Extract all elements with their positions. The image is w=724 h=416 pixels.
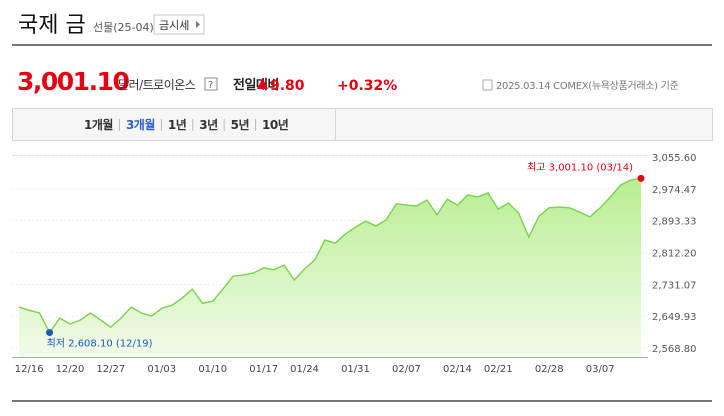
low-marker — [46, 329, 54, 337]
x-tick-label: 01/03 — [147, 364, 176, 375]
period-tab[interactable]: 3개월 — [126, 117, 156, 132]
tabs: 1개월 3개월 1년 3년 5년 10년 — [84, 117, 289, 132]
subtitle: 선물(25-04) — [93, 21, 154, 34]
gold-price-button[interactable]: 금시세 — [153, 14, 205, 35]
chart: 3,055.60 2,974.47 2,893.33 2,812.20 2,731.07… — [12, 153, 697, 375]
button-arrow — [196, 21, 200, 28]
x-tick-label: 02/21 — [484, 364, 513, 375]
period-tab[interactable]: 5년 — [231, 118, 250, 132]
price: 3,001.10 — [17, 67, 129, 96]
x-tick-label: 12/16 — [15, 364, 44, 375]
period-tab[interactable]: 1개월 — [84, 117, 114, 132]
help-box[interactable] — [204, 77, 218, 91]
y-tick-label: 3,055.60 — [652, 153, 697, 164]
x-tick-label: 01/31 — [341, 364, 370, 375]
y-tick-label: 2,974.47 — [652, 185, 697, 196]
x-tick-label: 01/10 — [198, 364, 227, 375]
y-tick-label: 2,649.93 — [652, 312, 697, 323]
x-tick-label: 02/28 — [535, 364, 564, 375]
change: 9.80 — [270, 78, 305, 94]
price-unit: 달러/트로이온스 — [118, 78, 196, 92]
low-annotation: 최저 2,608.10 (12/19) — [47, 338, 153, 350]
high-marker — [637, 174, 645, 182]
x-tick-label: 01/17 — [249, 364, 278, 375]
price-line — [18, 177, 642, 334]
period-tab[interactable]: 10년 — [262, 118, 289, 132]
button-label[interactable]: 금시세 — [159, 19, 189, 32]
button-box[interactable] — [153, 14, 205, 35]
source: 2025.03.14 COMEX(뉴욕상품거래소) 기준 — [496, 80, 679, 92]
y-tick-label: 2,568.80 — [652, 344, 697, 355]
high-annotation: 최고 3,001.10 (03/14) — [527, 161, 633, 173]
x-tick-label: 12/20 — [56, 364, 85, 375]
x-tick-label: 02/07 — [392, 364, 421, 375]
change-percent: +0.32% — [337, 78, 397, 94]
help-icon[interactable]: ? — [208, 80, 213, 91]
y-tick-label: 2,731.07 — [652, 280, 697, 291]
x-tick-label: 12/27 — [96, 364, 125, 375]
x-tick-label: 02/14 — [443, 364, 472, 375]
up-triangle — [257, 78, 268, 89]
period-tab[interactable]: 1년 — [168, 118, 187, 132]
page-title: 국제 금 — [18, 13, 86, 38]
y-tick-label: 2,893.33 — [652, 217, 697, 228]
area-fill — [19, 178, 641, 357]
period-tab[interactable]: 3년 — [199, 118, 218, 132]
x-tick-label: 03/07 — [586, 364, 615, 375]
calendar-icon — [482, 79, 493, 91]
x-tick-label: 01/24 — [290, 364, 319, 375]
y-tick-label: 2,812.20 — [652, 249, 697, 260]
tab-bar — [12, 108, 713, 141]
